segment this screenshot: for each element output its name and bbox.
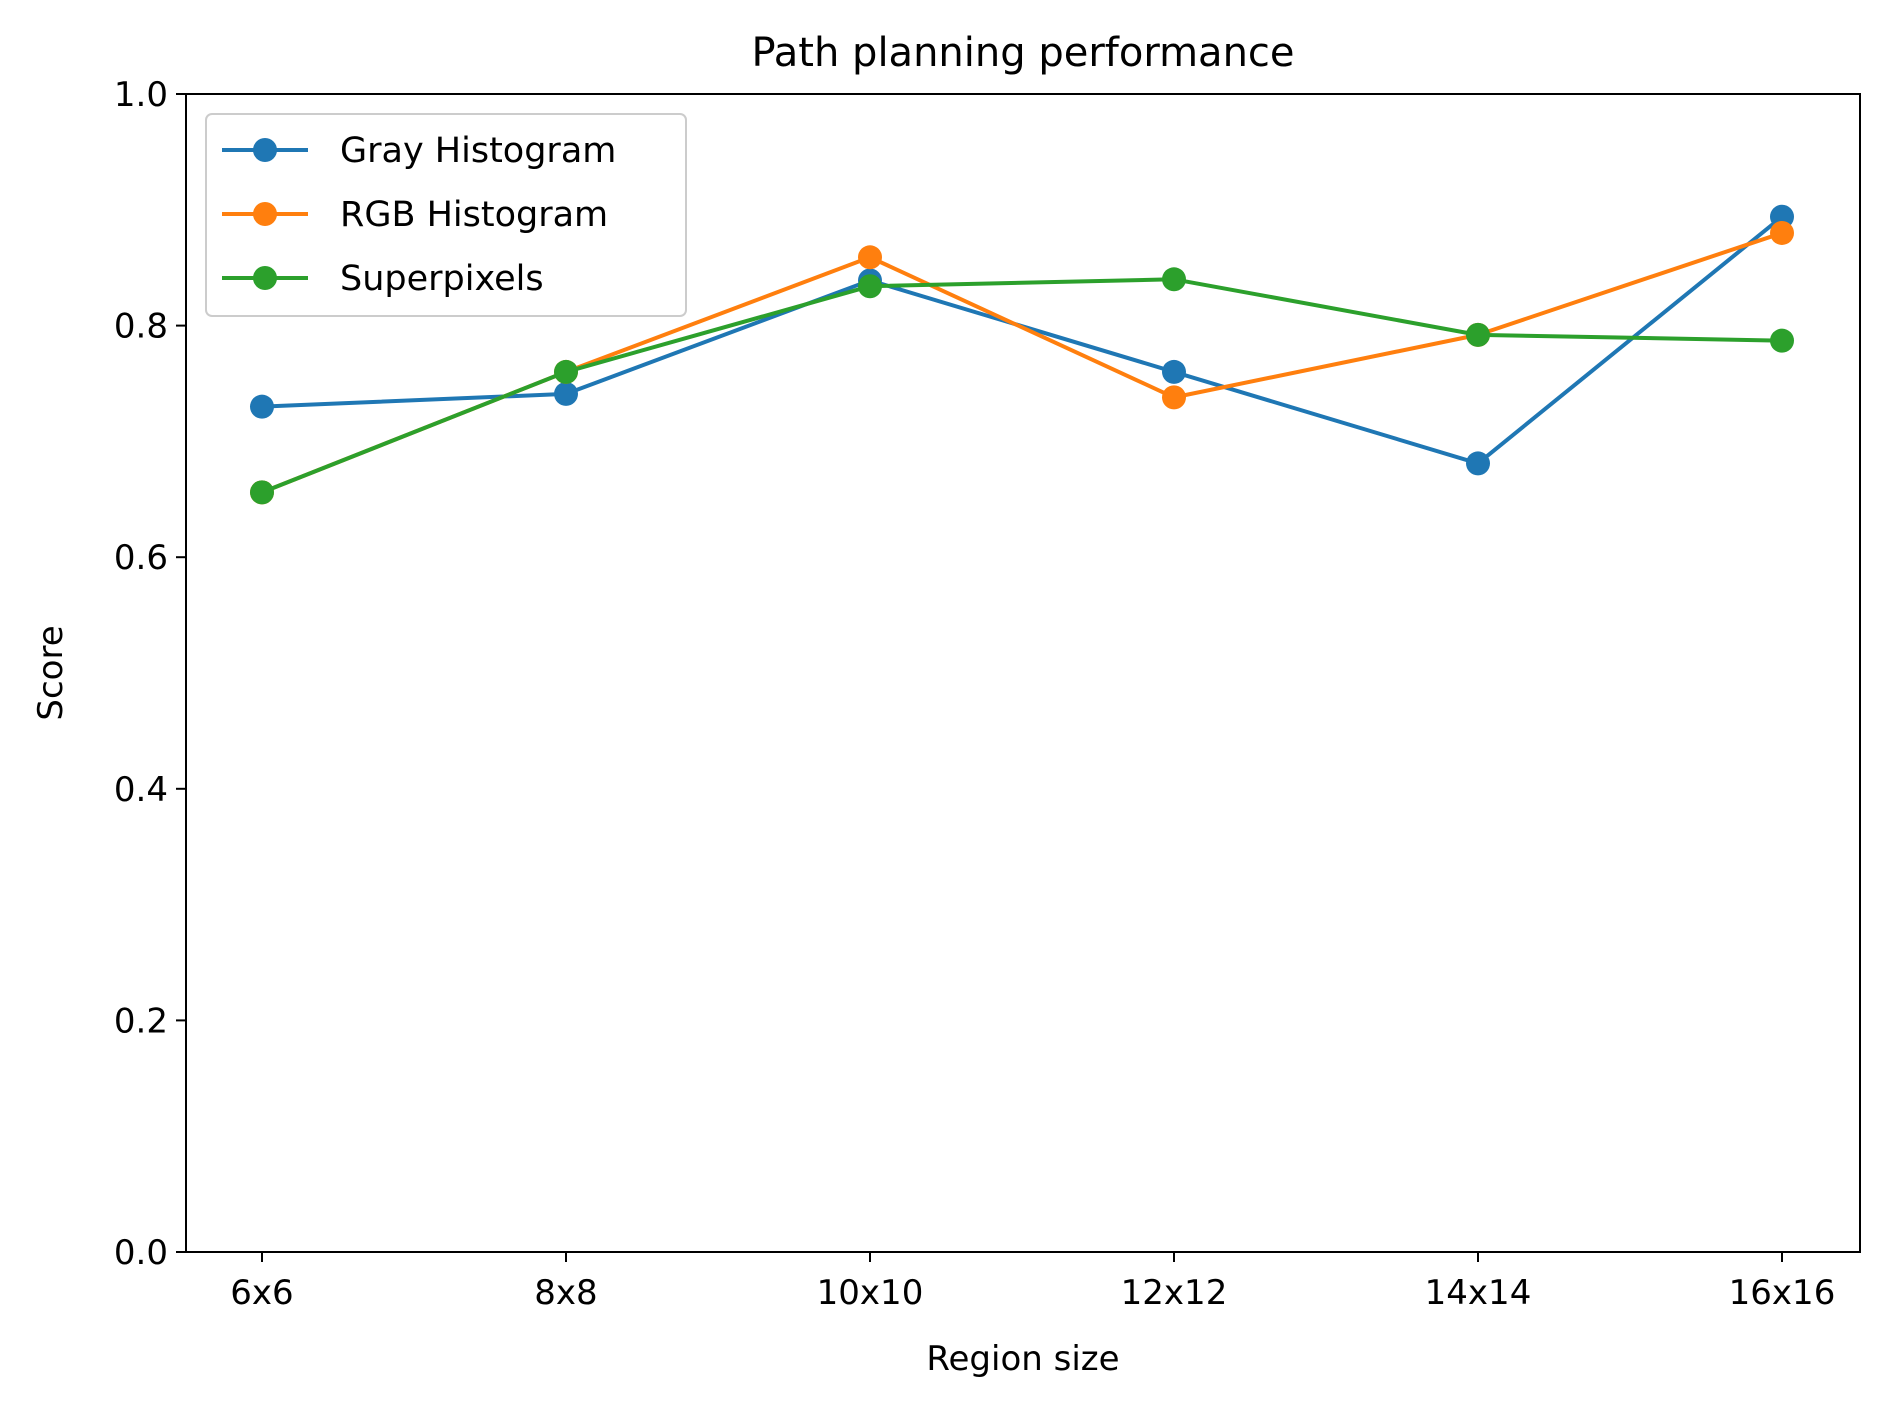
data-point: [1162, 359, 1186, 384]
y-tick-label: 0.4: [114, 770, 168, 810]
chart-title: Path planning performance: [751, 30, 1294, 76]
y-tick-label: 0.0: [114, 1233, 168, 1273]
x-axis-label: Region size: [926, 1339, 1119, 1379]
data-point: [250, 480, 274, 505]
legend-marker: [253, 138, 277, 162]
x-tick-label: 14x14: [1425, 1273, 1532, 1313]
x-tick-label: 12x12: [1121, 1273, 1228, 1313]
y-axis-label: Score: [31, 625, 71, 720]
legend: Gray Histogram RGB Histogram Superpixels: [205, 113, 687, 317]
series-superpixels: [250, 267, 1794, 505]
y-tick-label: 0.8: [114, 307, 168, 347]
data-point: [250, 394, 274, 419]
x-tick-label: 16x16: [1729, 1273, 1836, 1313]
data-point: [1162, 385, 1186, 410]
series-layer: [250, 204, 1794, 505]
data-point: [554, 381, 578, 406]
x-tick-label: 10x10: [817, 1273, 924, 1313]
legend-label: Superpixels: [340, 259, 544, 299]
data-point: [1466, 322, 1490, 347]
data-point: [1770, 328, 1794, 353]
plot-area-frame: [185, 93, 1861, 1253]
y-tick-label: 0.2: [114, 1001, 168, 1041]
data-point: [858, 274, 882, 299]
data-point: [858, 245, 882, 270]
legend-box: [205, 113, 687, 317]
y-axis-ticks: 0.0 0.2 0.4 0.6 0.8 1.0: [114, 75, 186, 1273]
x-axis-ticks: 6x6 8x8 10x10 12x12 14x14 16x16: [230, 1252, 1835, 1313]
legend-label: Gray Histogram: [340, 131, 616, 171]
series-line: [261, 277, 1783, 495]
y-tick-label: 1.0: [114, 75, 168, 115]
data-point: [1162, 267, 1186, 292]
legend-label: RGB Histogram: [340, 195, 608, 235]
data-point: [1770, 220, 1794, 245]
data-point: [554, 359, 578, 384]
y-tick-label: 0.6: [114, 538, 168, 578]
legend-marker: [253, 202, 277, 226]
x-tick-label: 8x8: [534, 1273, 597, 1313]
data-point: [1466, 451, 1490, 476]
x-tick-label: 6x6: [230, 1273, 293, 1313]
legend-marker: [253, 266, 277, 290]
